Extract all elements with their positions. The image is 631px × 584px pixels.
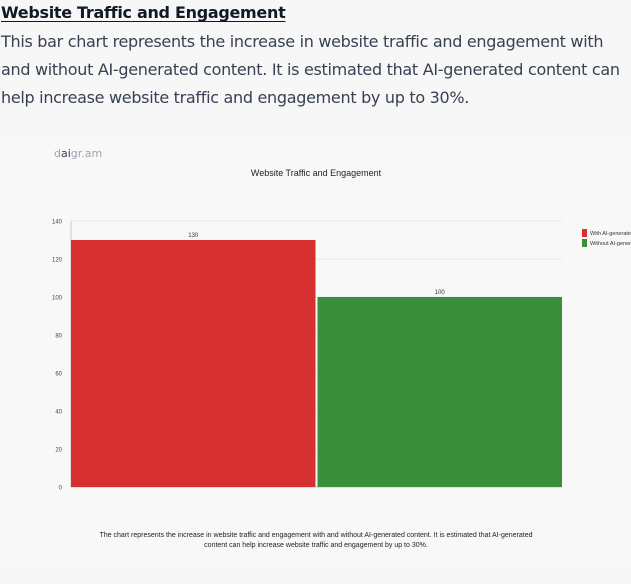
y-tick-label: 140	[52, 220, 63, 226]
y-tick-label: 40	[55, 410, 62, 416]
bar-with-ai	[71, 240, 316, 487]
y-tick-label: 80	[55, 334, 62, 340]
y-tick-label: 100	[52, 296, 63, 302]
bar-data-label: 130	[188, 233, 199, 239]
y-tick-label: 20	[55, 448, 62, 454]
legend-swatch	[582, 239, 587, 247]
legend-label: With AI-generated content	[590, 231, 631, 237]
brand-logo: daigr.am	[54, 147, 103, 160]
chart-caption: The chart represents the increase in web…	[99, 532, 533, 549]
legend-swatch	[582, 229, 587, 237]
bar-without-ai	[317, 297, 562, 487]
legend-label: Without AI-generated content	[590, 241, 631, 247]
chart-title: Website Traffic and Engagement	[251, 168, 382, 178]
bar-data-label: 100	[435, 290, 446, 296]
y-tick-label: 120	[52, 258, 63, 264]
intro-paragraph: This bar chart represents the increase i…	[1, 32, 620, 107]
y-tick-label: 0	[59, 486, 63, 492]
y-tick-label: 60	[55, 372, 62, 378]
page-heading[interactable]: Website Traffic and Engagement	[1, 3, 286, 22]
